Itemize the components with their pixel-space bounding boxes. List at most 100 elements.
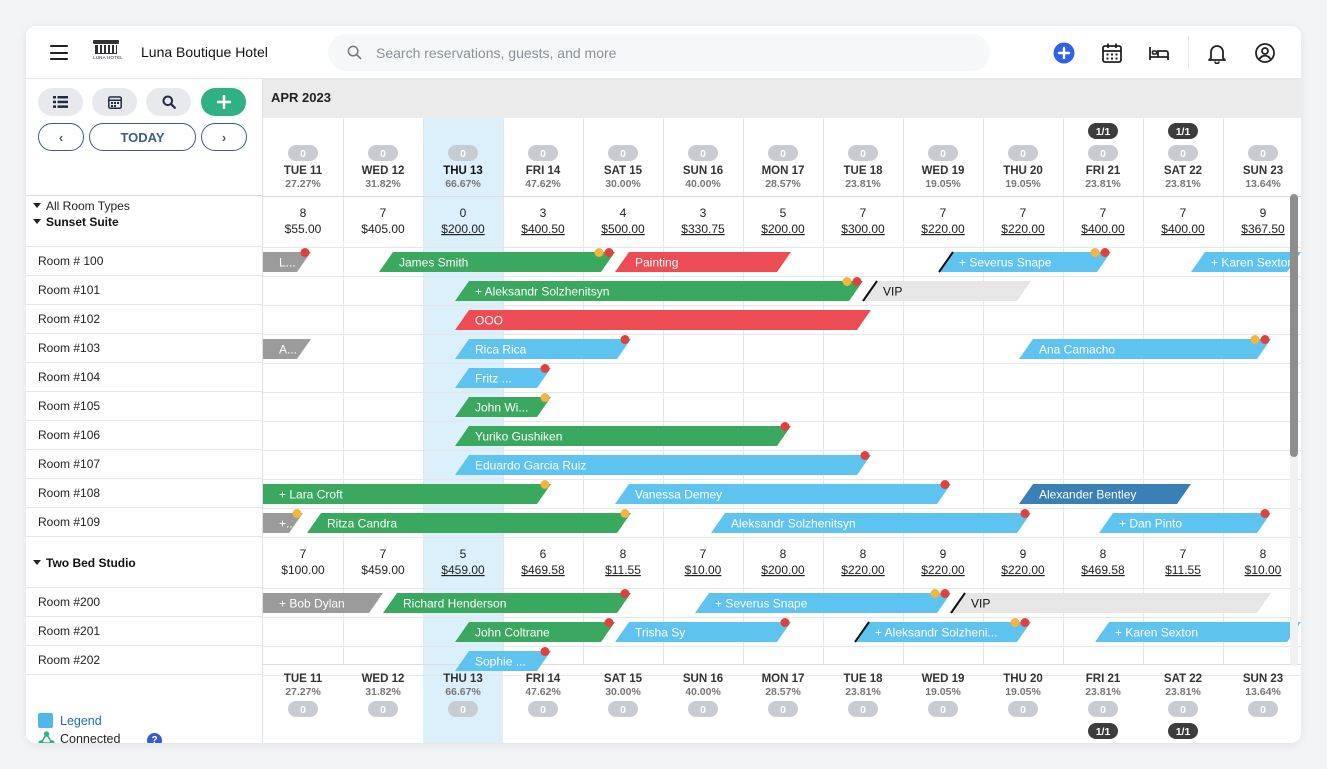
rate-link[interactable]: $459.00 (441, 563, 485, 577)
note-dot-icon (842, 277, 852, 286)
add-reservation-button[interactable] (201, 88, 246, 116)
rate-link[interactable]: $300.00 (841, 222, 885, 236)
user-circle-icon[interactable] (1254, 42, 1276, 64)
rate-link[interactable]: $10.00 (1245, 563, 1282, 577)
day-count-badge-bg (288, 145, 318, 161)
rate-link[interactable]: $220.00 (841, 563, 885, 577)
room-row-label: Room #200 (26, 588, 262, 617)
reservation-bar[interactable]: + Lara Croft (263, 480, 551, 504)
rate-link[interactable]: $220.00 (1001, 222, 1045, 236)
room-type-group[interactable]: Sunset Suite (26, 196, 262, 247)
reservation-bar[interactable]: Fritz ... (455, 364, 551, 388)
footer-day-label: TUE 18 (844, 673, 884, 685)
reservation-bar[interactable]: Ritza Candra (307, 509, 631, 533)
footer-count-badge: 0 (380, 704, 386, 716)
rate-link[interactable]: $200.00 (441, 222, 485, 236)
reservation-bar[interactable]: + Bob Dylan (263, 593, 383, 613)
reservation-bar[interactable]: + Aleksandr Solzheni... (854, 618, 1031, 643)
rate-link[interactable]: $400.50 (521, 222, 565, 236)
rate-link[interactable]: $220.00 (1001, 563, 1045, 577)
reservation-bar[interactable]: + Severus Snape (938, 248, 1111, 273)
reservation-bar[interactable]: Sophie ... (455, 647, 551, 671)
reservation-bar[interactable]: James Smith (379, 248, 615, 272)
reservation-bar[interactable]: + Dan Pinto (1099, 509, 1271, 533)
legend-link[interactable]: Legend (38, 713, 102, 728)
day-label: TUE 18 (844, 165, 884, 177)
day-label: WED 19 (922, 165, 965, 177)
rate-link[interactable]: $500.00 (601, 222, 645, 236)
day-occupancy: 66.67% (445, 178, 481, 190)
rate-link[interactable]: $200.00 (761, 563, 805, 577)
reservation-guest-name: VIP (971, 597, 990, 611)
bed-icon[interactable] (1148, 42, 1170, 64)
rate-link: $459.00 (361, 563, 405, 577)
rate-link[interactable]: $11.55 (605, 563, 641, 577)
footer-count-badge-bg (688, 701, 718, 717)
room-type-group[interactable]: Two Bed Studio (26, 537, 262, 588)
next-button[interactable]: › (201, 123, 247, 151)
today-button[interactable]: TODAY (89, 123, 196, 151)
rate-link[interactable]: $469.58 (521, 563, 565, 577)
room-types-filter[interactable]: All Room Types (33, 199, 130, 213)
rate-link[interactable]: $469.58 (1081, 563, 1125, 577)
rate-link[interactable]: $367.50 (1241, 222, 1285, 236)
rate-link[interactable]: $330.75 (681, 222, 725, 236)
vertical-scrollbar[interactable] (1290, 194, 1298, 666)
help-icon[interactable]: ? (147, 733, 162, 743)
calendar-icon[interactable] (1101, 42, 1123, 64)
reservation-bar[interactable]: Vanessa Demey (615, 480, 951, 504)
reservation-bar[interactable]: Trisha Sy (615, 618, 791, 642)
search-input[interactable] (376, 34, 976, 71)
reservation-bar[interactable]: A... (263, 339, 311, 359)
reservation-bar[interactable]: + Karen Sexton (1191, 252, 1301, 272)
list-view-button[interactable] (38, 88, 83, 116)
rate-link[interactable]: $10.00 (685, 563, 722, 577)
search-button[interactable] (146, 88, 191, 116)
scrollbar-thumb[interactable] (1290, 194, 1298, 457)
rate-link[interactable]: $200.00 (761, 222, 805, 236)
day-occupancy: 30.00% (605, 178, 641, 190)
bell-icon[interactable] (1206, 42, 1228, 64)
day-label: SUN 23 (1243, 165, 1283, 177)
footer-day-label: SAT 22 (1164, 673, 1202, 685)
day-extra-badge: 1/1 (1096, 126, 1111, 138)
reservation-bar[interactable]: Yuriko Gushiken (455, 422, 791, 446)
day-occupancy: 31.82% (365, 178, 401, 190)
reservation-bar[interactable]: Alexander Bentley (1019, 484, 1191, 504)
reservation-bar[interactable]: + Severus Snape (695, 589, 951, 613)
room-name: Room #202 (38, 653, 101, 667)
reservation-bar[interactable]: Painting (615, 252, 791, 272)
hamburger-icon[interactable] (50, 45, 68, 60)
footer-day-label: SUN 23 (1243, 673, 1283, 685)
rate-link[interactable]: $220.00 (921, 563, 965, 577)
rate-link[interactable]: $220.00 (921, 222, 965, 236)
reservation-bar[interactable]: Aleksandr Solzhenitsyn (711, 509, 1031, 533)
plus-circle-icon[interactable] (1053, 42, 1075, 64)
reservation-bar[interactable]: VIP (950, 592, 1271, 614)
reservation-bar[interactable]: + Aleksandr Solzhenitsyn (455, 277, 863, 301)
reservation-bar[interactable]: John Wi... (455, 393, 551, 417)
reservation-guest-name: Richard Henderson (403, 597, 506, 611)
reservation-bar[interactable]: L... (263, 248, 311, 272)
reservation-bar-shape (455, 368, 551, 388)
rate-link[interactable]: $400.00 (1161, 222, 1205, 236)
top-bar: LUNA HOTEL Luna Boutique Hotel (26, 26, 1301, 79)
reservation-bar[interactable]: Ana Camacho (1019, 335, 1271, 359)
rate-link[interactable]: $11.55 (1165, 563, 1201, 577)
alert-dot-icon (1100, 248, 1110, 257)
reservation-bar[interactable]: VIP (862, 280, 1031, 302)
reservation-bar[interactable]: OOO (455, 310, 871, 330)
calendar-view-button[interactable] (92, 88, 137, 116)
reservation-bar[interactable]: + Karen Sexton (1095, 622, 1301, 642)
reservation-bar[interactable]: Richard Henderson (383, 589, 631, 613)
previous-button[interactable]: ‹ (38, 123, 84, 151)
note-dot-icon (1250, 335, 1260, 344)
reservation-bar[interactable]: Eduardo Garcia Ruiz (455, 451, 871, 475)
rate-link[interactable]: $400.00 (1081, 222, 1125, 236)
note-dot-icon (540, 393, 550, 402)
reservation-bar[interactable]: Rica Rica (455, 335, 631, 359)
reservation-bar[interactable]: John Coltrane (455, 618, 615, 642)
hotel-name: Luna Boutique Hotel (141, 44, 268, 60)
rate-link: $55.00 (285, 222, 322, 236)
reservation-bar[interactable]: +... (263, 509, 303, 533)
